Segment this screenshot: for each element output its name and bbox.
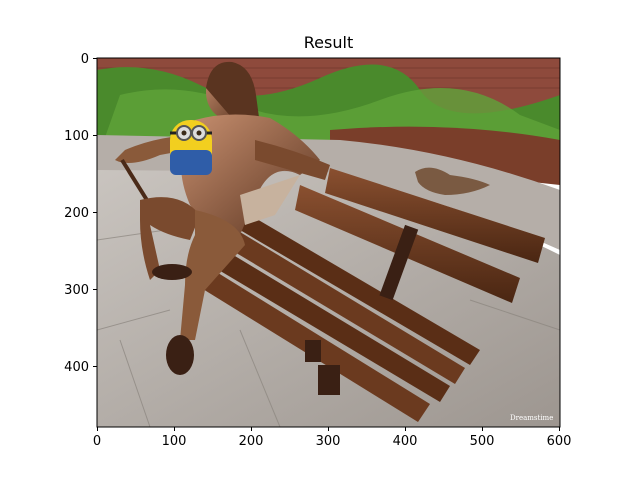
x-tick-label: 300 [316,434,341,449]
x-tick-label: 100 [162,434,187,449]
y-tick-label: 400 [64,360,89,375]
photo-image: Dreamstime [97,58,560,427]
bronze-statue [115,61,330,375]
plot-title: Result [303,33,354,52]
y-tick-label: 0 [81,52,89,67]
bird-statue [415,167,490,195]
bench [198,168,545,422]
y-tick-label: 300 [64,283,89,298]
y-tick-label: 100 [64,129,89,144]
minion-figure [170,120,212,175]
watermark-text: Dreamstime [510,414,553,422]
x-tick-label: 0 [93,434,101,449]
x-axis: 0 100 200 300 400 500 600 [93,427,572,449]
y-tick-label: 200 [64,206,89,221]
x-tick-label: 500 [470,434,495,449]
x-tick-label: 600 [547,434,572,449]
x-tick-label: 400 [393,434,418,449]
x-tick-label: 200 [239,434,264,449]
y-axis: 0 100 200 300 400 [64,52,97,375]
